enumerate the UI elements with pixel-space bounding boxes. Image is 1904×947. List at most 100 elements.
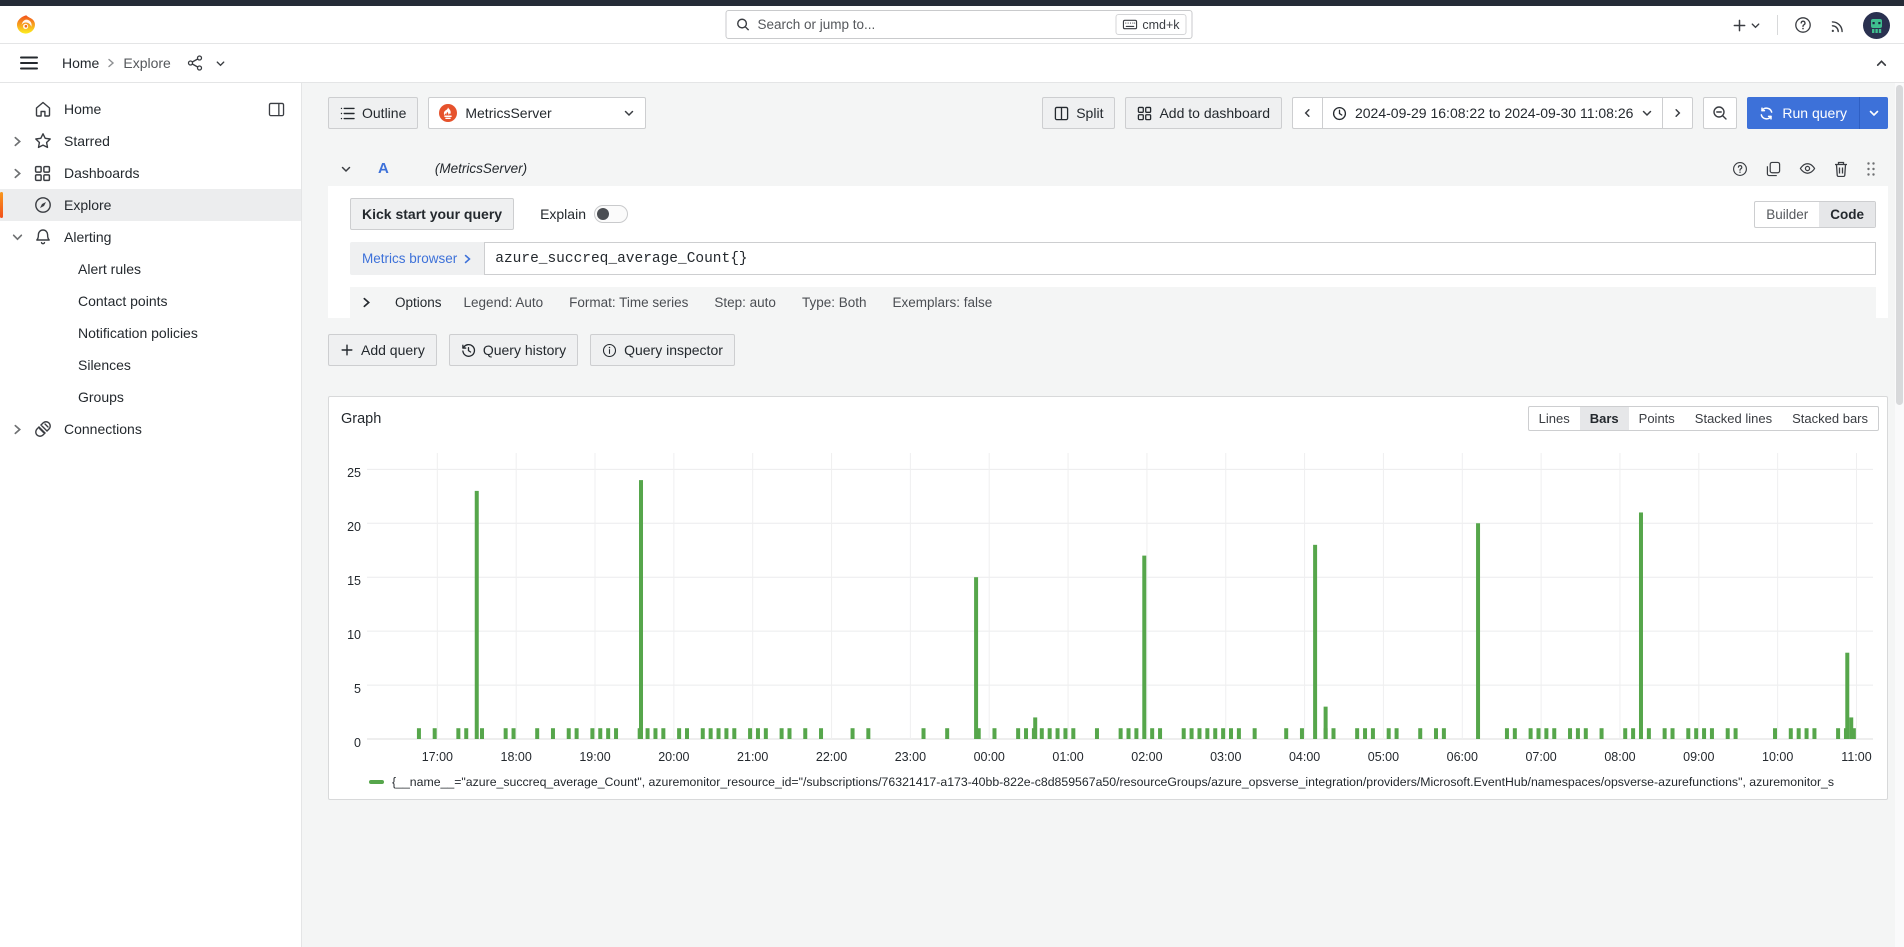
- time-zoom-out-button[interactable]: [1703, 97, 1738, 129]
- caret-right-icon[interactable]: [0, 136, 34, 147]
- mega-menu-toggle[interactable]: [18, 54, 40, 72]
- time-range-button[interactable]: 2024-09-29 16:08:22 to 2024-09-30 11:08:…: [1323, 98, 1664, 128]
- caret-right-icon[interactable]: [0, 168, 34, 179]
- news-button[interactable]: [1828, 15, 1849, 36]
- chart-legend[interactable]: {__name__="azure_succreq_average_Count",…: [369, 775, 1873, 789]
- top-nav-bar: Search or jump to... cmd+k: [0, 6, 1904, 44]
- new-menu-button[interactable]: [1730, 16, 1763, 35]
- sidebar-item-explore[interactable]: Explore: [0, 189, 301, 221]
- y-axis-tick: 10: [347, 628, 361, 643]
- dock-sidebar-icon[interactable]: [268, 102, 285, 117]
- delete-query-icon[interactable]: [1834, 161, 1848, 177]
- query-row-header[interactable]: A (MetricsServer): [328, 151, 1888, 186]
- svg-text:10:00: 10:00: [1762, 750, 1793, 764]
- sidebar-item-alerting[interactable]: Alerting: [0, 221, 301, 253]
- svg-text:06:00: 06:00: [1447, 750, 1478, 764]
- page-scrollbar[interactable]: [1895, 83, 1904, 947]
- sidebar-item-dashboards[interactable]: Dashboards: [0, 157, 301, 189]
- sidebar-item-contact-points[interactable]: Contact points: [78, 293, 168, 309]
- vis-option-bars[interactable]: Bars: [1579, 407, 1629, 430]
- code-mode-option[interactable]: Code: [1819, 201, 1875, 227]
- datasource-picker[interactable]: MetricsServer: [428, 97, 647, 129]
- bell-icon: [34, 228, 64, 246]
- home-icon: [34, 100, 64, 118]
- time-shift-back-button[interactable]: [1293, 98, 1323, 128]
- duplicate-query-icon[interactable]: [1766, 161, 1781, 177]
- grafana-logo[interactable]: [14, 13, 38, 37]
- breadcrumb-home[interactable]: Home: [62, 55, 100, 71]
- sidebar-item-label: Connections: [64, 421, 142, 437]
- vis-option-points[interactable]: Points: [1638, 411, 1675, 426]
- svg-text:07:00: 07:00: [1525, 750, 1556, 764]
- vis-option-stacked-lines[interactable]: Stacked lines: [1694, 411, 1773, 426]
- sidebar-item-silences[interactable]: Silences: [78, 357, 131, 373]
- apps-icon: [1137, 106, 1152, 121]
- angle-left-icon: [1302, 107, 1313, 119]
- time-shift-forward-button[interactable]: [1663, 98, 1692, 128]
- sidebar-item-notification-policies[interactable]: Notification policies: [78, 325, 198, 341]
- plug-icon: [34, 420, 64, 438]
- explore-toolbar: Outline MetricsServer: [328, 97, 1888, 129]
- sidebar-item-home[interactable]: Home: [0, 93, 301, 125]
- breadcrumb-separator-icon: [107, 58, 115, 68]
- graph-title: Graph: [341, 410, 382, 427]
- run-query-dropdown-button[interactable]: [1859, 97, 1888, 129]
- user-avatar[interactable]: [1863, 11, 1890, 39]
- y-axis-tick: 15: [347, 574, 361, 589]
- vis-option-stacked-bars[interactable]: Stacked bars: [1792, 411, 1868, 426]
- time-series-chart[interactable]: 0 5 10 15 20 25 17:00 18:00 19:00 20:00 21:00 22:0…: [329, 435, 1887, 773]
- add-to-dashboard-button[interactable]: Add to dashboard: [1125, 97, 1282, 129]
- rss-icon: [1830, 17, 1847, 34]
- y-axis-tick: 0: [354, 736, 361, 750]
- query-help-icon[interactable]: [1732, 161, 1748, 177]
- datasource-name: MetricsServer: [465, 105, 552, 121]
- help-circle-icon: [1794, 16, 1812, 34]
- share-button[interactable]: [185, 53, 205, 73]
- graph-panel: Graph Lines Bars Points Stacked lines Stacke…: [328, 396, 1888, 800]
- split-button[interactable]: Split: [1042, 97, 1116, 129]
- kick-start-query-button[interactable]: Kick start your query: [350, 198, 515, 230]
- search-placeholder: Search or jump to...: [757, 17, 876, 32]
- sidebar-item-starred[interactable]: Starred: [0, 125, 301, 157]
- caret-down-icon[interactable]: [0, 233, 34, 242]
- query-inspector-button[interactable]: Query inspector: [590, 334, 735, 366]
- query-history-button[interactable]: Query history: [448, 334, 579, 366]
- query-editor-panel: A (MetricsServer): [328, 151, 1888, 318]
- search-input[interactable]: Search or jump to... cmd+k: [725, 10, 1193, 39]
- plus-icon: [340, 343, 354, 357]
- svg-text:19:00: 19:00: [579, 750, 610, 764]
- toggle-visibility-icon[interactable]: [1799, 162, 1816, 175]
- svg-text:02:00: 02:00: [1131, 750, 1162, 764]
- svg-text:01:00: 01:00: [1052, 750, 1083, 764]
- legend-label: {__name__="azure_succreq_average_Count",…: [392, 775, 1835, 789]
- sidebar-item-label: Home: [64, 101, 102, 117]
- builder-mode-option[interactable]: Builder: [1766, 206, 1809, 222]
- options-label: Options: [395, 295, 442, 310]
- vis-option-lines[interactable]: Lines: [1538, 411, 1570, 426]
- clock-icon: [1332, 106, 1347, 121]
- query-expression-input[interactable]: azure_succreq_average_Count{}: [484, 242, 1876, 275]
- scrollbar-thumb[interactable]: [1896, 85, 1903, 405]
- query-options-row[interactable]: Options Legend: Auto Format: Time series S…: [350, 287, 1876, 318]
- add-query-button[interactable]: Add query: [328, 334, 437, 366]
- legend-swatch: [369, 780, 384, 784]
- star-icon: [34, 132, 64, 150]
- collapse-topbar-button[interactable]: [1873, 55, 1890, 72]
- help-button[interactable]: [1792, 14, 1814, 36]
- hamburger-icon: [20, 56, 38, 70]
- sidebar-item-label: Explore: [64, 197, 112, 213]
- share-caret-button[interactable]: [213, 56, 228, 71]
- outline-button[interactable]: Outline: [328, 97, 419, 129]
- caret-right-icon[interactable]: [0, 424, 34, 435]
- explain-toggle[interactable]: [593, 205, 628, 223]
- svg-text:22:00: 22:00: [816, 750, 847, 764]
- sidebar-item-groups[interactable]: Groups: [78, 389, 124, 405]
- drag-handle-icon[interactable]: [1866, 161, 1876, 177]
- chevron-down-icon[interactable]: [340, 163, 352, 175]
- window-top-strip: [0, 0, 1904, 6]
- sidebar-item-connections[interactable]: Connections: [0, 413, 301, 445]
- run-query-button[interactable]: Run query: [1747, 97, 1859, 129]
- svg-text:09:00: 09:00: [1683, 750, 1714, 764]
- sidebar-item-alert-rules[interactable]: Alert rules: [78, 261, 142, 277]
- metrics-browser-button[interactable]: Metrics browser: [350, 242, 485, 275]
